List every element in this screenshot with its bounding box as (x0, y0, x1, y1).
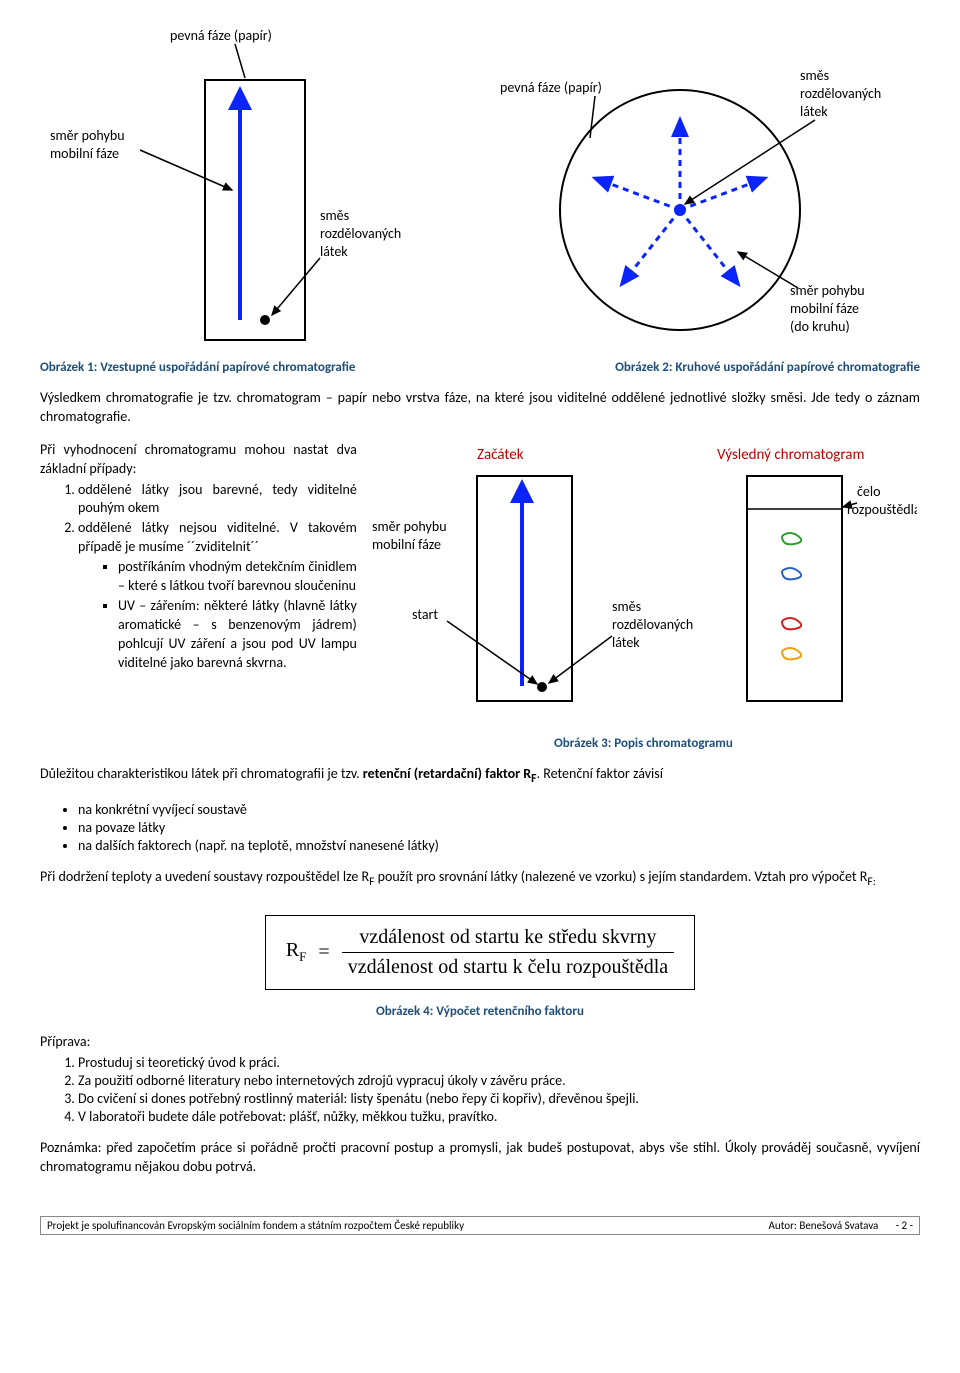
priprava-3: Do cvičení si dones potřebný rostlinný m… (78, 1090, 920, 1107)
d3-celo-1: čelo (857, 483, 880, 500)
caption-4: Obrázek 4: Výpočet retenčního faktoru (40, 1004, 920, 1019)
formula-box: RF = vzdálenost od startu ke středu skvr… (265, 915, 695, 990)
diagram-2-svg: pevná fáze (papír) směs rozdělovaných lá… (460, 20, 920, 350)
d3-celo-2: rozpouštědla (847, 501, 917, 518)
priprava-head: Příprava: (40, 1033, 920, 1052)
d2-label-mix-3: látek (800, 103, 828, 120)
para2-a: Důležitou charakteristikou látek při chr… (40, 765, 363, 782)
priprava-4: V laboratoři budete dále potřebovat: plá… (78, 1108, 920, 1125)
d2-label-mix-1: směs (800, 67, 829, 84)
paragraph-1: Výsledkem chromatografie je tzv. chromat… (40, 389, 920, 427)
caption-2: Obrázek 2: Kruhové uspořádání papírové c… (615, 360, 920, 375)
d3-zacatek: Začátek (477, 446, 524, 464)
bullet-2: na povaze látky (78, 819, 920, 836)
leftcol-intro: Při vyhodnocení chromatogramu mohou nast… (40, 441, 357, 477)
captions-row: Obrázek 1: Vzestupné uspořádání papírové… (40, 360, 920, 375)
label-solid-phase: pevná fáze (papír) (170, 27, 272, 44)
formula-wrap: RF = vzdálenost od startu ke středu skvr… (40, 905, 920, 1019)
footer-left: Projekt je spolufinancován Evropským soc… (47, 1219, 464, 1232)
diagram-3-svg: Začátek Výsledný chromatogram směr pohyb… (367, 441, 917, 731)
para2-b: retenční (retardační) faktor R (363, 765, 531, 782)
diagram-1-svg: pevná fáze (papír) směr pohybu (40, 20, 420, 350)
d3-mobile-2: mobilní fáze (372, 536, 441, 553)
diagrams-row: pevná fáze (papír) směr pohybu (40, 20, 920, 350)
d3-start: start (412, 606, 438, 623)
footer-page: - 2 - (896, 1219, 913, 1232)
para3-sub2: F: (867, 875, 875, 889)
formula-lhs-a: R (286, 939, 299, 961)
leftcol-sub-2: UV – zářením: některé látky (hlavně látk… (118, 597, 357, 673)
d2-mobile-2: mobilní fáze (790, 300, 859, 317)
caption-1: Obrázek 1: Vzestupné uspořádání papírové… (40, 360, 355, 375)
label-mix-2: rozdělovaných (320, 225, 401, 242)
d3-mobile-1: směr pohybu (372, 518, 447, 535)
paragraph-3: Při dodržení teploty a uvedení soustavy … (40, 868, 920, 891)
caption-3: Obrázek 3: Popis chromatogramu (367, 736, 920, 751)
leftcol-item-1: oddělené látky jsou barevné, tedy vidite… (78, 481, 357, 519)
label-mix-3: látek (320, 243, 348, 260)
d3-mix-1: směs (612, 598, 641, 615)
d2-mobile-1: směr pohybu (790, 282, 865, 299)
left-column: Při vyhodnocení chromatogramu mohou nast… (40, 441, 357, 751)
d2-mobile-3: (do kruhu) (790, 318, 850, 335)
footer-author: Autor: Benešová Svatava (769, 1219, 879, 1232)
formula-lhs-sub: F (299, 949, 306, 964)
bullet-1: na konkrétní vyvíjecí soustavě (78, 801, 920, 818)
diagram-3: Začátek Výsledný chromatogram směr pohyb… (367, 441, 920, 751)
formula-den: vzdálenost od startu k čelu rozpouštědla (342, 953, 674, 979)
paragraph-2: Důležitou charakteristikou látek při chr… (40, 765, 920, 788)
label-mobile-dir-1: směr pohybu (50, 127, 125, 144)
leftcol-item-2: oddělené látky nejsou viditelné. V takov… (78, 519, 357, 672)
bullet-3: na dalších faktorech (např. na teplotě, … (78, 837, 920, 854)
d3-vysledny: Výsledný chromatogram (717, 446, 864, 464)
label-mix-1: směs (320, 207, 349, 224)
priprava-2: Za použití odborné literatury nebo inter… (78, 1072, 920, 1089)
formula-num: vzdálenost od startu ke středu skvrny (342, 926, 674, 953)
para2-c: . Retenční faktor závisí (537, 765, 663, 782)
formula-eq: = (318, 941, 329, 964)
poznamka: Poznámka: před započetím práce si pořádn… (40, 1139, 920, 1177)
d3-mix-2: rozdělovaných (612, 616, 693, 633)
diagram-1: pevná fáze (papír) směr pohybu (40, 20, 420, 350)
label-mobile-dir-2: mobilní fáze (50, 145, 119, 162)
para3-b: použít pro srovnání látky (nalezené ve v… (374, 868, 867, 885)
leftcol-item-2-text: oddělené látky nejsou viditelné. V takov… (78, 519, 357, 555)
diagram-2: pevná fáze (papír) směs rozdělovaných lá… (460, 20, 920, 350)
d3-mix-3: látek (612, 634, 640, 651)
d2-label-solid: pevná fáze (papír) (500, 79, 602, 96)
footer: Projekt je spolufinancován Evropským soc… (40, 1216, 920, 1235)
leftcol-sub-1: postříkáním vhodným detekčním činidlem –… (118, 558, 357, 596)
d2-label-mix-2: rozdělovaných (800, 85, 881, 102)
para3-a: Při dodržení teploty a uvedení soustavy … (40, 868, 369, 885)
priprava-1: Prostuduj si teoretický úvod k práci. (78, 1054, 920, 1071)
